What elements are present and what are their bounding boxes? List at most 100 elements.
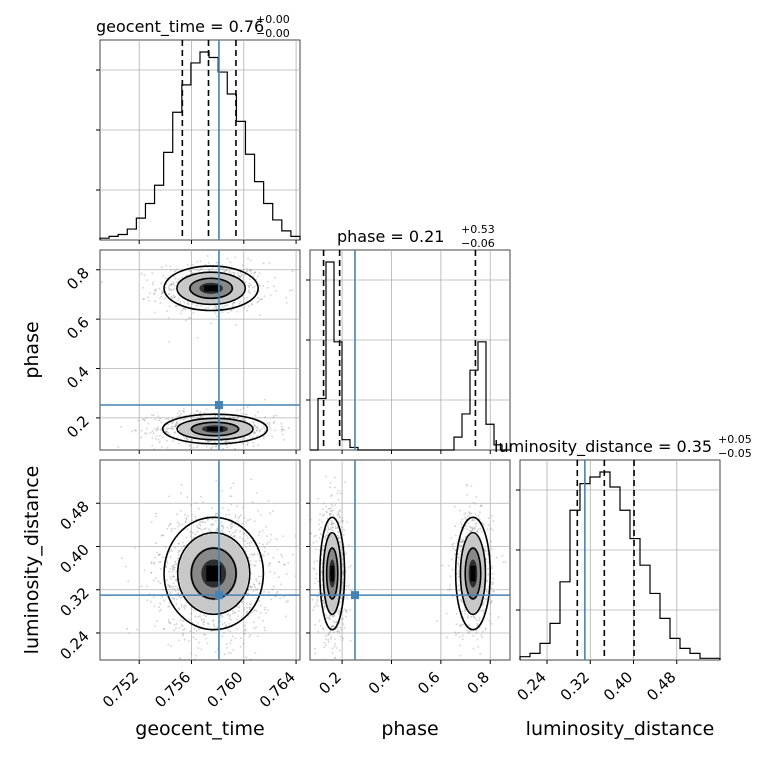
sample-point	[213, 304, 216, 307]
sample-point	[336, 492, 339, 495]
sample-point	[234, 514, 237, 516]
sample-point	[468, 511, 470, 514]
sample-point	[258, 600, 260, 602]
sample-point	[485, 597, 488, 600]
sample-point	[189, 535, 192, 537]
sample-point	[226, 614, 229, 616]
sample-point	[312, 567, 315, 569]
sample-point	[328, 514, 331, 516]
sample-point	[253, 290, 256, 293]
sample-point	[252, 590, 255, 592]
sample-point	[165, 417, 168, 420]
sample-point	[269, 538, 272, 541]
sample-point	[451, 545, 454, 548]
sample-point	[483, 601, 486, 603]
sample-point	[186, 496, 189, 498]
sample-point	[238, 275, 241, 278]
sample-point	[327, 508, 330, 510]
sample-point	[322, 628, 325, 631]
sample-point	[342, 570, 344, 572]
sample-point	[168, 605, 171, 608]
sample-point	[330, 523, 333, 526]
sample-point	[460, 526, 463, 529]
sample-point	[338, 541, 341, 544]
sample-point	[266, 280, 269, 283]
sample-point	[224, 440, 227, 442]
sample-point	[455, 623, 458, 626]
sample-point	[155, 512, 158, 515]
sample-point	[280, 553, 282, 556]
sample-point	[263, 626, 266, 629]
sample-point	[257, 275, 259, 278]
sample-point	[230, 487, 232, 489]
sample-point	[159, 582, 162, 585]
sample-point	[320, 570, 323, 573]
sample-point	[190, 538, 193, 540]
sample-point	[322, 600, 325, 603]
sample-point	[325, 505, 327, 508]
sample-point	[458, 544, 461, 547]
sample-point	[173, 296, 176, 299]
sample-point	[182, 615, 185, 618]
sample-point	[215, 651, 217, 653]
sample-point	[248, 435, 251, 437]
sample-point	[336, 513, 339, 516]
sample-point	[332, 522, 335, 525]
sample-point	[273, 415, 275, 417]
sample-point	[242, 437, 245, 440]
sample-point	[256, 429, 258, 432]
sample-point	[324, 535, 327, 538]
sample-point	[342, 623, 345, 625]
sample-point	[159, 297, 161, 299]
sample-point	[188, 270, 191, 272]
sample-point	[329, 486, 331, 489]
sample-point	[174, 527, 176, 530]
sample-point	[236, 520, 239, 523]
sample-point	[168, 293, 171, 295]
sample-point	[221, 614, 223, 617]
sample-point	[180, 604, 183, 606]
sample-point	[453, 542, 455, 545]
sample-point	[155, 438, 157, 440]
sample-point	[152, 281, 155, 284]
sample-point	[168, 618, 170, 621]
sample-point	[462, 538, 464, 541]
sample-point	[142, 298, 145, 301]
sample-point	[202, 521, 205, 523]
sample-point	[466, 615, 469, 618]
sample-point	[345, 552, 348, 555]
sample-point	[162, 588, 165, 591]
sample-point	[345, 609, 348, 612]
sample-point	[253, 424, 256, 426]
sample-point	[244, 540, 247, 542]
sample-point	[171, 588, 174, 591]
sample-point	[159, 553, 161, 555]
x-tick-label: 0.32	[557, 668, 593, 704]
sample-point	[215, 445, 217, 448]
sample-point	[311, 598, 314, 601]
sample-point	[143, 274, 146, 277]
sample-point	[233, 611, 236, 614]
sample-point	[258, 581, 261, 584]
sample-point	[316, 540, 318, 543]
sample-point	[258, 534, 260, 536]
title-phase-minus: −0.06	[461, 237, 495, 250]
ylabel-phase: phase	[21, 321, 43, 378]
sample-point	[151, 272, 154, 274]
sample-point	[315, 572, 318, 575]
sample-point	[318, 519, 321, 521]
sample-point	[173, 597, 176, 600]
sample-point	[460, 600, 462, 603]
sample-point	[470, 616, 473, 618]
sample-point	[174, 425, 177, 428]
sample-point	[180, 624, 183, 626]
sample-point	[236, 409, 239, 412]
sample-point	[274, 289, 277, 292]
sample-point	[257, 444, 260, 446]
sample-point	[128, 632, 131, 634]
sample-point	[211, 507, 213, 510]
density-peak	[207, 426, 223, 432]
sample-point	[171, 428, 174, 430]
sample-point	[485, 627, 487, 629]
sample-point	[161, 596, 164, 598]
